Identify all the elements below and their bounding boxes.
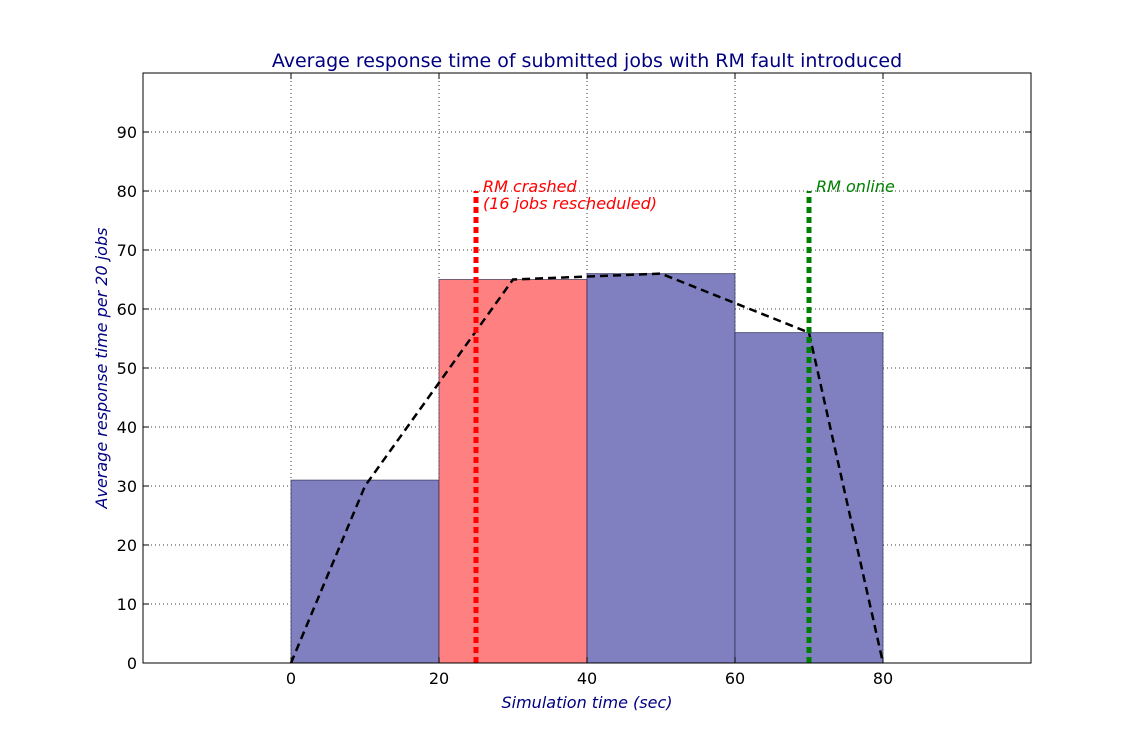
y-tick-label: 30: [117, 477, 137, 496]
x-tick-label: 0: [286, 669, 296, 688]
bar: [586, 273, 736, 664]
y-axis-label: Average response time per 20 jobs: [92, 228, 111, 510]
event-marker-label: (16 jobs rescheduled): [483, 194, 657, 213]
y-tick-label: 60: [117, 300, 137, 319]
bar: [290, 479, 440, 664]
event-marker-label: RM crashed: [483, 177, 578, 196]
x-tick-label: 40: [577, 669, 597, 688]
y-tick-label: 20: [117, 536, 137, 555]
event-markers: RM crashed(16 jobs rescheduled) RM online: [473, 177, 895, 663]
y-tick-label: 40: [117, 418, 137, 437]
bars: [290, 273, 884, 664]
x-axis-label: Simulation time (sec): [501, 693, 672, 712]
x-tick-label: 60: [725, 669, 745, 688]
trend-line-path: [289, 272, 885, 664]
x-tick-label: 20: [429, 669, 449, 688]
y-tick-label: 0: [127, 654, 137, 673]
chart-title: Average response time of submitted jobs …: [272, 50, 902, 72]
x-tick-label: 80: [873, 669, 893, 688]
y-tick-label: 70: [117, 241, 137, 260]
bar: [438, 279, 588, 664]
event-marker-label: RM online: [816, 177, 895, 196]
y-tick-label: 50: [117, 359, 137, 378]
trend-line: [289, 272, 885, 664]
y-tick-label: 90: [117, 123, 137, 142]
y-tick-label: 10: [117, 595, 137, 614]
y-tick-label: 80: [117, 182, 137, 201]
ticks: 0 20 40 60 80 0 10 20 30 40 50 60 70 80 90: [117, 73, 1031, 688]
